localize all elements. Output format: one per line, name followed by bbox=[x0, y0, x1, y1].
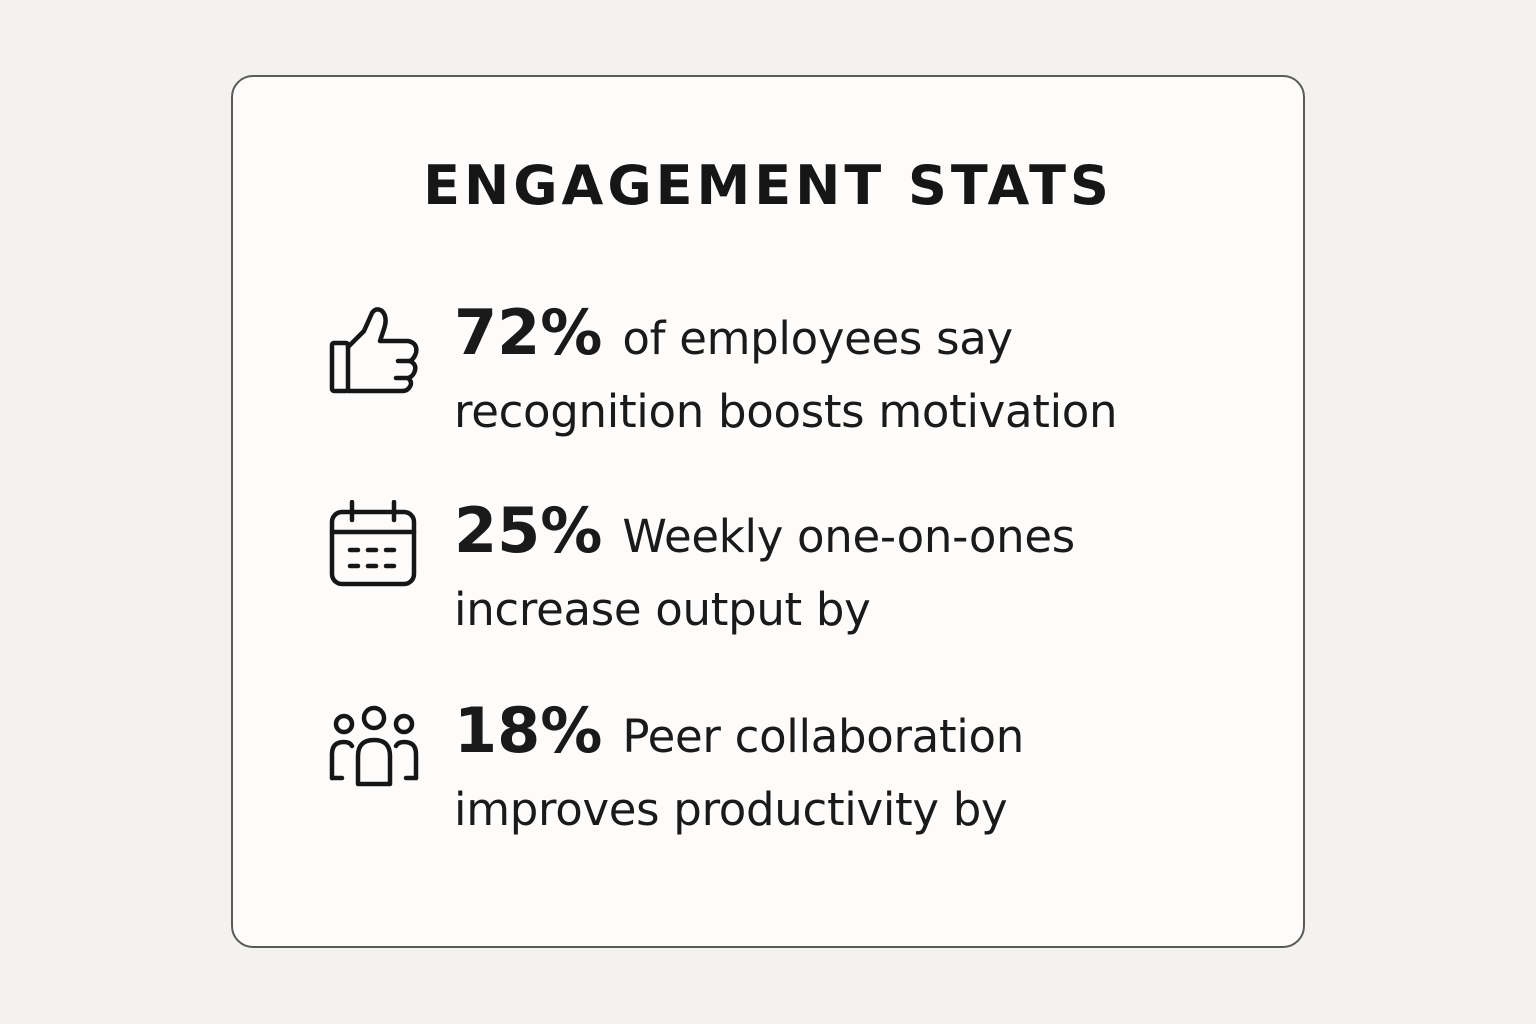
stat-value: 72% bbox=[454, 296, 603, 369]
stat-description: of employees say recognition boosts moti… bbox=[454, 312, 1118, 438]
stat-text-block: 25% Weekly one-on-ones increase output b… bbox=[454, 494, 1214, 646]
calendar-icon bbox=[328, 500, 420, 592]
stat-description: Peer collaboration improves productivity… bbox=[454, 710, 1024, 836]
stat-value: 18% bbox=[454, 694, 603, 767]
card-title: ENGAGEMENT STATS bbox=[423, 154, 1113, 217]
stat-description: Weekly one-on-ones increase output by bbox=[454, 510, 1075, 636]
stat-text-block: 72% of employees say recognition boosts … bbox=[454, 296, 1214, 448]
stat-text-block: 18% Peer collaboration improves producti… bbox=[454, 694, 1214, 846]
stat-value: 25% bbox=[454, 494, 603, 567]
people-group-icon bbox=[328, 700, 420, 792]
thumbs-up-icon bbox=[328, 303, 420, 395]
